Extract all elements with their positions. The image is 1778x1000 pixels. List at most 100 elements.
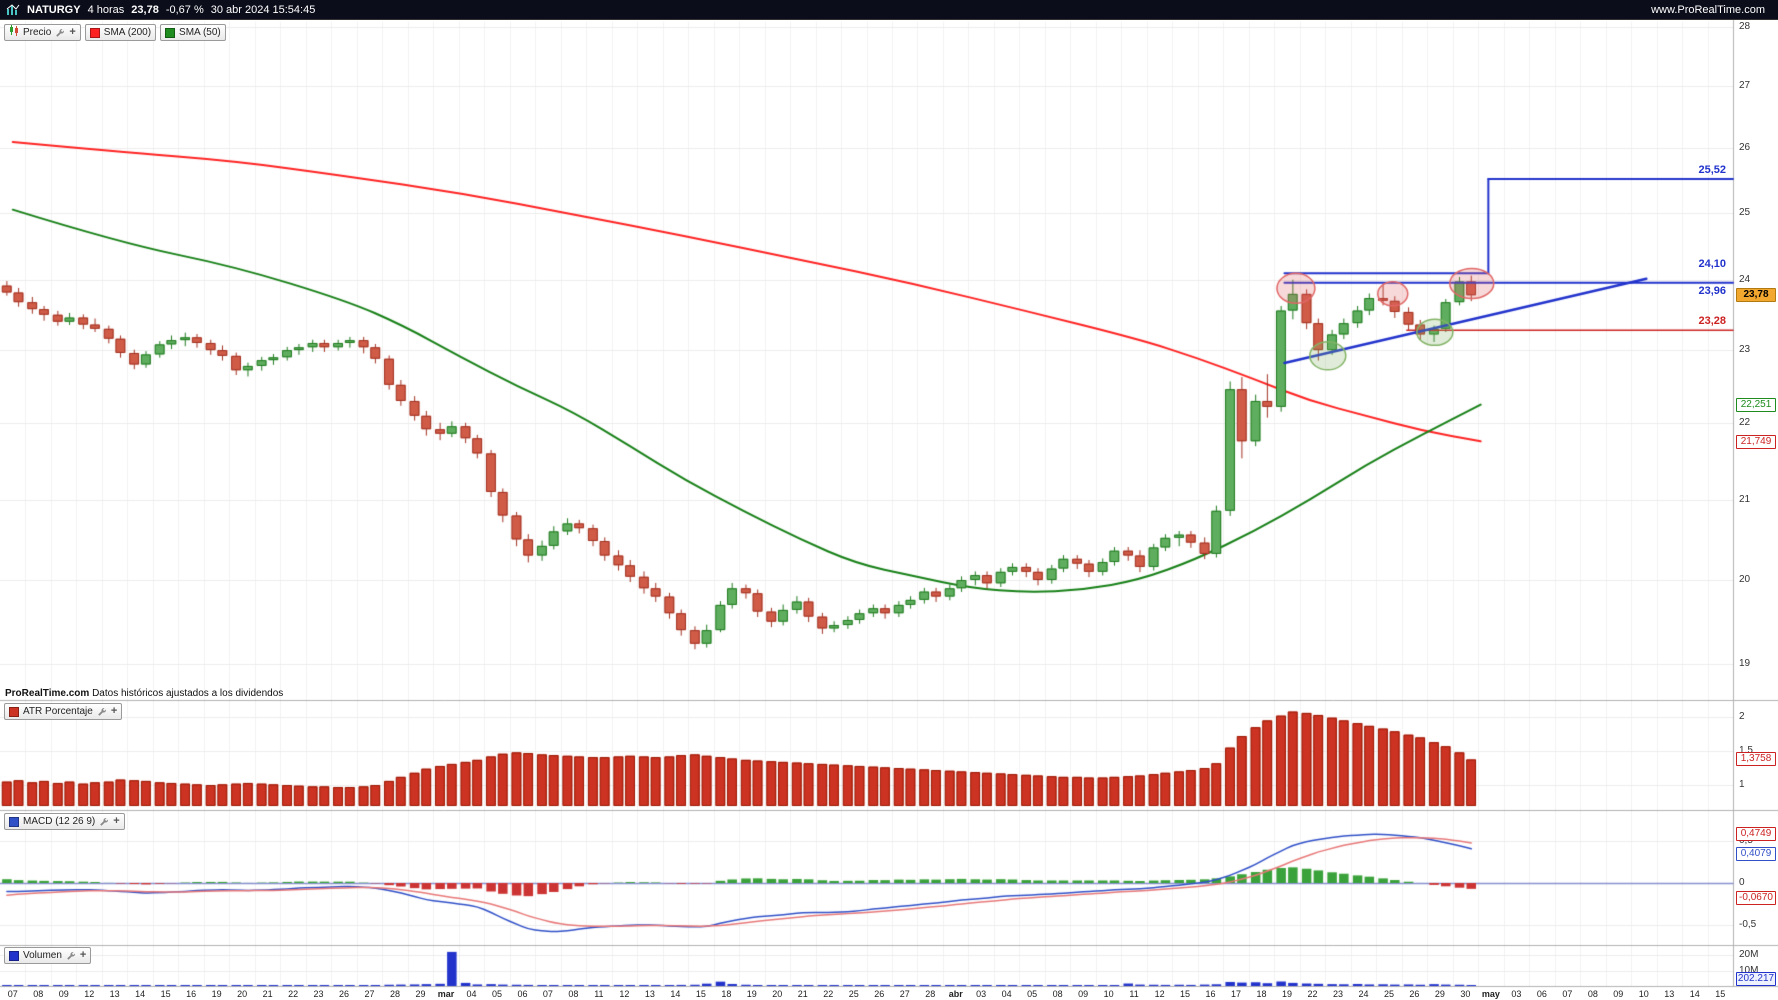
volume-value-label: 202.217: [1736, 972, 1776, 986]
x-axis-label: 08: [1052, 989, 1063, 999]
app-logo-icon: [6, 3, 20, 16]
x-axis-label: 15: [695, 989, 706, 999]
price-axis-tick: 22: [1739, 417, 1751, 429]
price-label-green: 22,251: [1736, 397, 1776, 412]
add-indicator-icon[interactable]: +: [79, 949, 87, 961]
x-axis-label: 25: [1383, 989, 1394, 999]
x-axis-label: mar: [437, 989, 455, 999]
legend-volumen[interactable]: Volumen +: [4, 947, 92, 964]
x-axis-label: 07: [7, 989, 18, 999]
legend-sma200[interactable]: SMA (200): [84, 24, 157, 41]
x-axis-label: 24: [1358, 989, 1369, 999]
price-axis-tick: 23: [1739, 344, 1751, 356]
x-axis-label: 10: [1103, 989, 1114, 999]
add-indicator-icon[interactable]: +: [110, 705, 118, 717]
price-label-red: 21,749: [1736, 435, 1776, 450]
x-axis-label: 03: [976, 989, 987, 999]
website-link[interactable]: www.ProRealTime.com: [1651, 3, 1765, 16]
x-axis-label: 08: [33, 989, 44, 999]
line-label: 23,96: [1698, 284, 1726, 297]
x-axis-label: 09: [1078, 989, 1089, 999]
x-axis-label: 08: [1587, 989, 1598, 999]
atr-color-icon: [9, 706, 19, 717]
price-axis-tick: 24: [1739, 274, 1751, 286]
x-axis-label: 18: [1256, 989, 1267, 999]
price-axis-tick: 20: [1739, 574, 1751, 586]
x-axis-label: 26: [339, 989, 350, 999]
x-axis-label: 05: [491, 989, 502, 999]
legend-precio-label: Precio: [23, 27, 52, 38]
macd-value-label: -0,0670: [1736, 890, 1776, 905]
x-axis-label: 13: [644, 989, 655, 999]
x-axis-label: 23: [1332, 989, 1343, 999]
x-axis-label: 12: [619, 989, 630, 999]
x-axis-label: 12: [1154, 989, 1165, 999]
price-axis-tick: 21: [1739, 493, 1751, 505]
x-axis-label: 22: [823, 989, 834, 999]
x-axis-label: 10: [1638, 989, 1649, 999]
x-axis-label: 14: [135, 989, 146, 999]
wrench-icon[interactable]: [99, 817, 109, 827]
x-axis-label: 04: [466, 989, 477, 999]
x-axis-label: abr: [948, 989, 963, 999]
atr-legend-row: ATR Porcentaje +: [4, 703, 123, 720]
legend-atr[interactable]: ATR Porcentaje +: [4, 703, 123, 720]
legend-macd[interactable]: MACD (12 26 9) +: [4, 813, 125, 830]
x-axis-label: 09: [1613, 989, 1624, 999]
x-axis-label: 06: [517, 989, 528, 999]
x-axis-label: 18: [721, 989, 732, 999]
price-axis-tick: 25: [1739, 206, 1751, 218]
legend-sma50-label: SMA (50): [179, 27, 221, 38]
price-axis-tick: 19: [1739, 658, 1751, 670]
header-change-percent: -0,67 %: [165, 3, 204, 16]
atr-axis-tick: 1,5: [1739, 745, 1753, 756]
x-axis-label: 04: [1001, 989, 1012, 999]
volume-axis-tick: 20M: [1739, 949, 1759, 960]
x-axis-label: 19: [1281, 989, 1292, 999]
volume-color-icon: [9, 950, 19, 961]
macd-value-label: 0,4079: [1736, 846, 1776, 861]
price-series-icon: [9, 24, 19, 41]
x-axis-label: 06: [1536, 989, 1547, 999]
footnote-brand: ProRealTime.com: [5, 688, 90, 699]
x-axis-label: 22: [1307, 989, 1318, 999]
x-axis-label: 13: [1664, 989, 1675, 999]
x-axis-label: 27: [899, 989, 910, 999]
x-axis-label: 21: [262, 989, 273, 999]
legend-sma50[interactable]: SMA (50): [160, 24, 226, 41]
macd-legend-row: MACD (12 26 9) +: [4, 813, 125, 830]
line-label: 25,52: [1698, 164, 1726, 177]
x-axis-label: 09: [58, 989, 69, 999]
x-axis-label: 13: [109, 989, 120, 999]
legend-precio[interactable]: Precio +: [4, 24, 81, 41]
x-axis-label: 16: [1205, 989, 1216, 999]
legend-macd-label: MACD (12 26 9): [23, 816, 96, 827]
volume-axis-tick: 10M: [1739, 964, 1759, 976]
x-axis-label: 28: [925, 989, 936, 999]
add-indicator-icon[interactable]: +: [69, 26, 76, 38]
instrument-name: NATURGY: [27, 3, 81, 16]
x-axis-label: 25: [848, 989, 859, 999]
x-axis-label: 08: [568, 989, 579, 999]
wrench-icon[interactable]: [97, 707, 107, 717]
wrench-icon[interactable]: [66, 951, 76, 961]
sma50-color-icon: [165, 27, 176, 38]
x-axis-label: 16: [186, 989, 197, 999]
x-axis-label: 19: [211, 989, 222, 999]
macd-value-label: 0,4749: [1736, 827, 1776, 842]
x-axis-label: 20: [237, 989, 248, 999]
x-axis-label: 05: [1027, 989, 1038, 999]
x-axis-label: 22: [288, 989, 299, 999]
wrench-icon[interactable]: [55, 28, 65, 38]
x-axis-label: 14: [670, 989, 681, 999]
add-indicator-icon[interactable]: +: [113, 815, 120, 827]
line-label: 24,10: [1698, 258, 1726, 271]
atr-axis-tick: 1: [1739, 779, 1745, 790]
x-axis-label: 29: [1434, 989, 1445, 999]
volume-legend-row: Volumen +: [4, 947, 92, 964]
legend-atr-label: ATR Porcentaje: [23, 706, 93, 717]
legend-sma200-label: SMA (200): [103, 27, 152, 38]
x-axis-label: 23: [313, 989, 324, 999]
price-legend-row: Precio + SMA (200) SMA (50): [4, 24, 226, 41]
